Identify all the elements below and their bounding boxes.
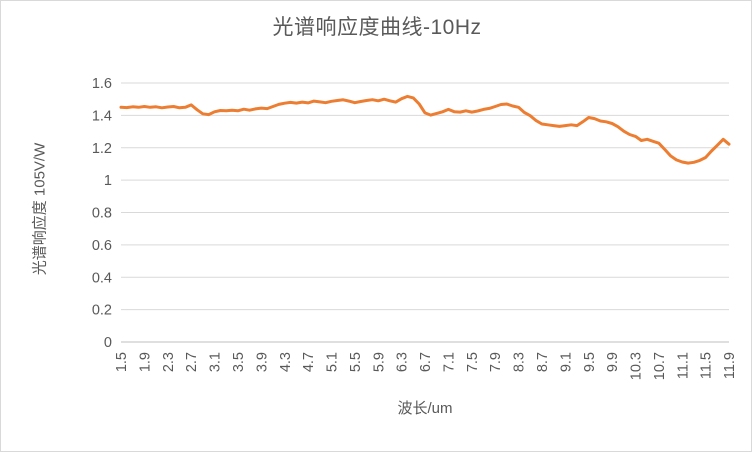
x-tick-label: 5.9 (371, 352, 387, 372)
x-tick-label: 8.3 (512, 352, 528, 372)
x-tick-label: 2.3 (161, 352, 177, 372)
y-tick-label: 0.2 (92, 303, 112, 319)
y-tick-label: 0 (104, 335, 112, 351)
x-tick-label: 2.7 (184, 352, 200, 372)
x-tick-label: 10.3 (629, 352, 645, 380)
y-tick-label: 0.4 (92, 270, 112, 286)
x-tick-label: 4.3 (278, 352, 294, 372)
x-tick-label: 1.5 (114, 352, 130, 372)
y-tick-label: 1 (104, 173, 112, 189)
x-tick-label: 5.1 (325, 352, 341, 372)
x-tick-label: 11.1 (675, 352, 691, 379)
x-tick-label: 8.7 (535, 352, 551, 372)
x-tick-label: 11.5 (699, 352, 715, 379)
chart-title: 光谱响应度曲线-10Hz (272, 16, 482, 39)
x-tick-label: 6.7 (418, 352, 434, 372)
data-series-line (119, 94, 731, 165)
x-tick-label: 4.7 (301, 352, 317, 372)
y-axis-title: 光谱响应度 105V/W (31, 142, 49, 276)
x-tick-label: 9.9 (605, 352, 621, 372)
x-tick-label: 3.5 (231, 352, 247, 372)
x-tick-label: 3.1 (208, 352, 224, 372)
x-tick-label: 10.7 (652, 352, 668, 380)
y-tick-label: 1.4 (92, 108, 112, 124)
y-tick-label: 1.2 (92, 141, 112, 157)
x-tick-label: 1.9 (137, 352, 153, 372)
x-tick-label: 5.5 (348, 352, 364, 372)
x-axis-title: 波长/um (397, 400, 453, 417)
x-tick-label: 11.9 (722, 352, 738, 379)
x-tick-label: 6.3 (395, 352, 411, 372)
x-tick-label: 7.9 (488, 352, 504, 372)
x-tick-label: 9.5 (582, 352, 598, 372)
x-tick-label: 3.9 (254, 352, 270, 372)
y-tick-label: 0.6 (92, 238, 112, 254)
y-tick-label: 0.8 (92, 206, 112, 222)
y-tick-label: 1.6 (92, 76, 112, 92)
x-tick-label: 7.1 (441, 352, 457, 372)
x-tick-label: 9.1 (558, 352, 574, 372)
x-tick-label: 7.5 (465, 352, 481, 372)
